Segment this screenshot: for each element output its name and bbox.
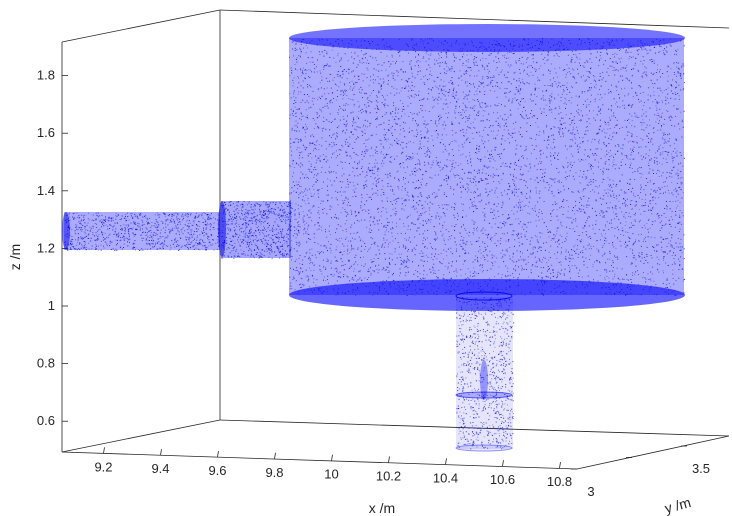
x-tick-mark <box>103 447 105 454</box>
x-tick-label: 9.6 <box>208 463 226 478</box>
x-tick-label: 9.4 <box>151 461 169 476</box>
y-tick-label: 3 <box>587 484 594 499</box>
x-tick-mark <box>331 454 333 461</box>
x-tick-label: 9.2 <box>94 459 112 474</box>
outlet-pipe-top <box>455 291 513 301</box>
x-tick-label: 10.2 <box>376 469 401 484</box>
z-tick-label: 1.8 <box>37 68 55 83</box>
x-tick-mark <box>160 449 162 456</box>
z-tick-label: 1.4 <box>37 183 55 198</box>
z-tick-label: 0.6 <box>37 413 55 428</box>
tank-body <box>289 38 684 295</box>
inlet-pipe-large-body <box>221 201 291 258</box>
outlet-pipe-section <box>455 391 513 399</box>
x-tick-mark <box>217 450 219 458</box>
x-tick-mark <box>502 460 504 467</box>
z-axis-label: z /m <box>7 244 23 270</box>
x-tick-mark <box>274 452 276 459</box>
inlet-pipe-small-points <box>64 212 221 251</box>
point-cloud <box>62 24 685 452</box>
x-tick-label: 10.4 <box>433 470 458 485</box>
inlet-pipe-large-points <box>221 201 292 259</box>
y-tick-label: 3.5 <box>692 461 710 476</box>
x-tick-mark <box>559 461 561 469</box>
x-tick-mark <box>388 456 390 463</box>
axis-ticks: 0.6 0.8 1 1.2 1.4 1.6 1.8 9.2 9.4 9.6 9.8 10 10.2 10.… <box>37 68 710 499</box>
x-tick-label: 9.8 <box>265 465 283 480</box>
z-tick-label: 1.2 <box>37 240 55 255</box>
outlet-pipe-disk <box>480 360 488 400</box>
z-tick-label: 0.8 <box>37 356 55 371</box>
y-axis-label: y /m <box>663 494 693 516</box>
z-tick-label: 1.6 <box>37 125 55 140</box>
x-axis-label: x /m <box>369 500 395 516</box>
x-tick-mark <box>445 458 447 465</box>
tank-top <box>289 24 685 52</box>
x-tick-label: 10.8 <box>547 474 572 489</box>
tank-bottom <box>289 279 685 311</box>
inlet-pipe-small-end <box>62 212 70 250</box>
x-tick-label: 10 <box>324 467 338 482</box>
z-tick-label: 1 <box>48 298 55 313</box>
x-tick-label: 10.6 <box>490 472 515 487</box>
inlet-pipe-large-end <box>218 201 226 257</box>
outlet-pipe-bottom <box>455 444 513 452</box>
outlet-pipe-points <box>456 297 514 450</box>
